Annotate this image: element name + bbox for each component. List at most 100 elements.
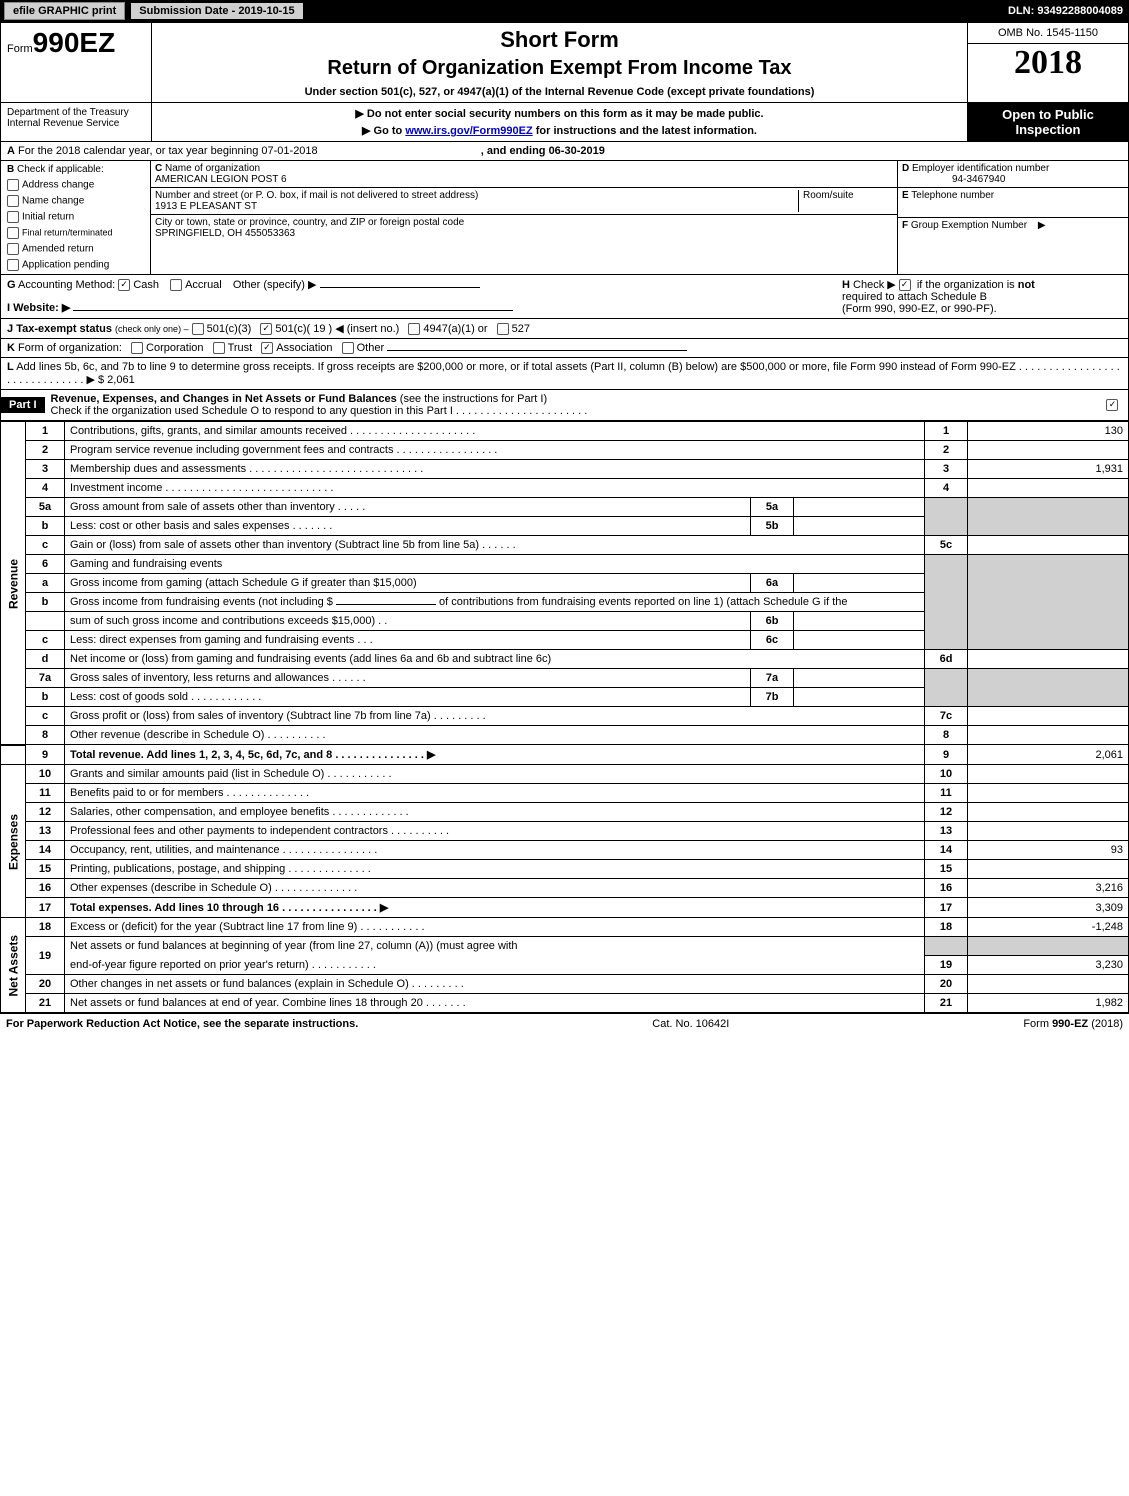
line-4-text: Investment income . . . . . . . . . . . … bbox=[65, 479, 925, 498]
phone-label: Telephone number bbox=[911, 190, 994, 201]
part1-header: Part I Revenue, Expenses, and Changes in… bbox=[0, 390, 1129, 421]
line-8-text: Other revenue (describe in Schedule O) .… bbox=[65, 726, 925, 745]
ein-value: 94-3467940 bbox=[952, 174, 1005, 185]
other-org-input[interactable] bbox=[387, 350, 687, 351]
website-input[interactable] bbox=[73, 310, 513, 311]
line-5c-amount bbox=[968, 536, 1129, 555]
line-5b-sub: 5b bbox=[751, 517, 794, 536]
line-5a-sub: 5a bbox=[751, 498, 794, 517]
other-method-label: Other (specify) ▶ bbox=[233, 279, 317, 291]
cash-checkbox[interactable] bbox=[118, 279, 130, 291]
line-18-text: Excess or (deficit) for the year (Subtra… bbox=[65, 918, 925, 937]
dept-treasury: Department of the Treasury bbox=[7, 107, 145, 118]
corp-checkbox[interactable] bbox=[131, 342, 143, 354]
line-13-box: 13 bbox=[925, 822, 968, 841]
dln-label: DLN: 93492288004089 bbox=[1008, 5, 1129, 17]
accrual-checkbox[interactable] bbox=[170, 279, 182, 291]
group-exemption-label: Group Exemption Number bbox=[911, 220, 1027, 231]
h-check-label: Check ▶ bbox=[853, 279, 896, 291]
return-title: Return of Organization Exempt From Incom… bbox=[158, 57, 961, 80]
cat-number: Cat. No. 10642I bbox=[652, 1018, 729, 1030]
section-k: K Form of organization: Corporation Trus… bbox=[0, 339, 1129, 358]
header-notes: ▶ Do not enter social security numbers o… bbox=[151, 103, 968, 141]
fundraising-amount-input[interactable] bbox=[336, 604, 436, 605]
name-change-checkbox[interactable] bbox=[7, 195, 19, 207]
line-6c-text: Less: direct expenses from gaming and fu… bbox=[65, 631, 751, 650]
line-7b-text: Less: cost of goods sold . . . . . . . .… bbox=[65, 688, 751, 707]
527-checkbox[interactable] bbox=[497, 323, 509, 335]
line-6c-subamt bbox=[794, 631, 925, 650]
address-change-label: Address change bbox=[22, 180, 94, 191]
line-19-text2: end-of-year figure reported on prior yea… bbox=[65, 955, 925, 974]
name-label: Name of organization bbox=[165, 163, 260, 174]
assoc-checkbox[interactable] bbox=[261, 342, 273, 354]
line-17-text: Total expenses. Add lines 10 through 16 … bbox=[65, 898, 925, 918]
revenue-side-label: Revenue bbox=[1, 422, 26, 745]
org-name-block: C Name of organization AMERICAN LEGION P… bbox=[151, 161, 897, 188]
line-6b-blank-num bbox=[26, 612, 65, 631]
section-i: I Website: ▶ bbox=[7, 301, 842, 314]
final-return-checkbox[interactable] bbox=[7, 227, 19, 239]
line-6c-num: c bbox=[26, 631, 65, 650]
line-7b-subamt bbox=[794, 688, 925, 707]
city-label: City or town, state or province, country… bbox=[155, 217, 464, 228]
arrow-icon: ▶ bbox=[1038, 220, 1046, 231]
trust-checkbox[interactable] bbox=[213, 342, 225, 354]
efile-print-button[interactable]: efile GRAPHIC print bbox=[4, 2, 125, 20]
501c3-checkbox[interactable] bbox=[192, 323, 204, 335]
corp-label: Corporation bbox=[146, 342, 203, 354]
section-a-label: A bbox=[7, 145, 15, 157]
501c-label: 501(c)( 19 ) ◀ (insert no.) bbox=[275, 323, 399, 335]
initial-return-label: Initial return bbox=[22, 212, 74, 223]
line-4-amount bbox=[968, 479, 1129, 498]
line-18-num: 18 bbox=[26, 918, 65, 937]
line-4-num: 4 bbox=[26, 479, 65, 498]
shade-5-amt bbox=[968, 498, 1129, 536]
501c-checkbox[interactable] bbox=[260, 323, 272, 335]
cash-label: Cash bbox=[133, 279, 159, 291]
line-6d-text: Net income or (loss) from gaming and fun… bbox=[65, 650, 925, 669]
other-method-input[interactable] bbox=[320, 287, 480, 288]
assoc-label: Association bbox=[276, 342, 332, 354]
initial-return-checkbox[interactable] bbox=[7, 211, 19, 223]
line-21-text: Net assets or fund balances at end of ye… bbox=[65, 993, 925, 1012]
h-checkbox[interactable] bbox=[899, 279, 911, 291]
line-7a-num: 7a bbox=[26, 669, 65, 688]
city-block: City or town, state or province, country… bbox=[151, 215, 897, 241]
line-15-text: Printing, publications, postage, and shi… bbox=[65, 860, 925, 879]
line-10-amount bbox=[968, 765, 1129, 784]
amended-return-checkbox[interactable] bbox=[7, 243, 19, 255]
line-7a-sub: 7a bbox=[751, 669, 794, 688]
section-def: D Employer identification number 94-3467… bbox=[898, 161, 1128, 274]
line-6b-text: sum of such gross income and contributio… bbox=[65, 612, 751, 631]
check-if-applicable: Check if applicable: bbox=[17, 164, 104, 175]
line-6a-sub: 6a bbox=[751, 574, 794, 593]
line-7a-text: Gross sales of inventory, less returns a… bbox=[65, 669, 751, 688]
line-2-text: Program service revenue including govern… bbox=[65, 441, 925, 460]
form-version: Form 990-EZ (2018) bbox=[1023, 1018, 1123, 1030]
line-11-box: 11 bbox=[925, 784, 968, 803]
irs-link[interactable]: www.irs.gov/Form990EZ bbox=[405, 125, 532, 137]
line-19-amount: 3,230 bbox=[968, 955, 1129, 974]
line-16-num: 16 bbox=[26, 879, 65, 898]
part1-checkbox[interactable] bbox=[1106, 399, 1118, 411]
revenue-side-end bbox=[1, 745, 26, 765]
line-17-num: 17 bbox=[26, 898, 65, 918]
address-change-checkbox[interactable] bbox=[7, 179, 19, 191]
other-org-checkbox[interactable] bbox=[342, 342, 354, 354]
section-d: D Employer identification number 94-3467… bbox=[898, 161, 1128, 188]
amended-return-label: Amended return bbox=[22, 244, 94, 255]
street-block: Number and street (or P. O. box, if mail… bbox=[151, 188, 897, 215]
tax-year-begin: For the 2018 calendar year, or tax year … bbox=[18, 145, 318, 157]
501c3-label: 501(c)(3) bbox=[207, 323, 252, 335]
527-label: 527 bbox=[512, 323, 530, 335]
form-org-label: Form of organization: bbox=[18, 342, 122, 354]
line-7a-subamt bbox=[794, 669, 925, 688]
line-5a-num: 5a bbox=[26, 498, 65, 517]
application-pending-checkbox[interactable] bbox=[7, 259, 19, 271]
line-1-amount: 130 bbox=[968, 422, 1129, 441]
line-20-num: 20 bbox=[26, 974, 65, 993]
4947-checkbox[interactable] bbox=[408, 323, 420, 335]
section-e: E Telephone number bbox=[898, 188, 1128, 218]
line-7c-amount bbox=[968, 707, 1129, 726]
